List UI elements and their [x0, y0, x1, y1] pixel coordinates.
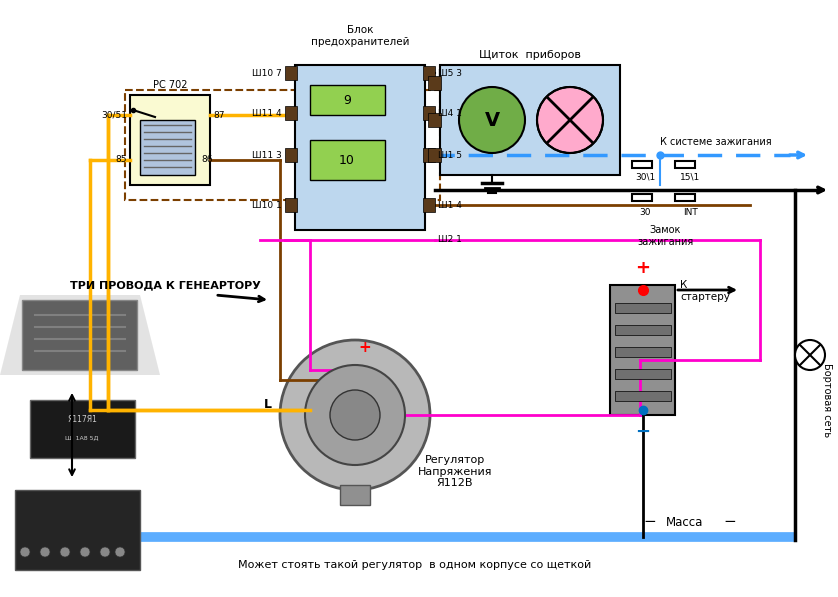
Text: 85: 85 — [116, 155, 127, 165]
Bar — [423, 198, 435, 212]
Circle shape — [537, 87, 603, 153]
Bar — [428, 113, 441, 127]
Text: +: + — [635, 259, 650, 277]
Bar — [295, 65, 425, 230]
Text: 9: 9 — [343, 94, 351, 106]
Text: РС 702: РС 702 — [153, 80, 187, 90]
Bar — [440, 65, 620, 175]
Text: 15\1: 15\1 — [680, 173, 700, 182]
Text: +: + — [359, 340, 371, 355]
Circle shape — [80, 547, 90, 557]
Bar — [285, 148, 297, 162]
Circle shape — [20, 547, 30, 557]
Text: Ш11 3: Ш11 3 — [252, 150, 282, 159]
Bar — [615, 347, 671, 357]
Circle shape — [40, 547, 50, 557]
Circle shape — [100, 547, 110, 557]
Text: −: − — [644, 514, 656, 529]
Text: Ш5 3: Ш5 3 — [438, 69, 462, 78]
Text: Замок
зажигания: Замок зажигания — [637, 225, 693, 247]
Text: Блок
предохранителей: Блок предохранителей — [311, 26, 409, 47]
Text: 30/51: 30/51 — [101, 110, 127, 119]
Bar — [610, 285, 675, 415]
Text: 10: 10 — [339, 153, 355, 167]
Bar — [140, 120, 195, 175]
Text: 30: 30 — [639, 208, 651, 217]
Bar — [310, 140, 385, 180]
Text: Масса: Масса — [666, 516, 704, 529]
Circle shape — [280, 340, 430, 490]
Bar — [423, 106, 435, 120]
Bar — [675, 194, 695, 201]
Text: Я117Я1: Я117Я1 — [67, 414, 97, 423]
Bar — [423, 148, 435, 162]
Circle shape — [459, 87, 525, 153]
Bar — [125, 90, 440, 200]
Text: L: L — [264, 399, 272, 411]
Bar — [30, 400, 135, 458]
Bar — [615, 391, 671, 401]
Circle shape — [305, 365, 405, 465]
Text: Ш4 1: Ш4 1 — [438, 109, 462, 118]
Bar — [632, 161, 652, 168]
Text: 86: 86 — [201, 155, 213, 165]
Bar — [285, 66, 297, 80]
Text: Ш11 4: Ш11 4 — [252, 109, 282, 118]
Bar — [130, 95, 210, 185]
Circle shape — [115, 547, 125, 557]
Bar — [15, 490, 140, 570]
Text: Ш1 5: Ш1 5 — [438, 150, 462, 159]
Text: −: − — [724, 514, 737, 529]
Text: Ш10 1: Ш10 1 — [252, 201, 282, 210]
Text: Ш2 1: Ш2 1 — [438, 235, 462, 245]
Bar — [675, 161, 695, 168]
Bar — [615, 303, 671, 313]
Text: Ш  1А8 5Д: Ш 1А8 5Д — [65, 435, 99, 441]
Text: INT: INT — [683, 208, 697, 217]
Text: Может стоять такой регулятор  в одном корпусе со щеткой: Может стоять такой регулятор в одном кор… — [238, 560, 592, 570]
Text: Бортовая сеть: Бортовая сеть — [822, 363, 832, 437]
Text: Ш10 7: Ш10 7 — [252, 69, 282, 78]
Bar — [615, 369, 671, 379]
Text: К
стартеру: К стартеру — [680, 280, 730, 301]
Bar — [423, 66, 435, 80]
Text: −: − — [635, 423, 650, 441]
Bar — [22, 300, 137, 370]
Bar — [615, 325, 671, 335]
Circle shape — [795, 340, 825, 370]
Bar — [285, 106, 297, 120]
Text: 30\1: 30\1 — [635, 173, 655, 182]
Text: 87: 87 — [213, 110, 225, 119]
Circle shape — [60, 547, 70, 557]
Bar — [632, 194, 652, 201]
Text: ТРИ ПРОВОДА К ГЕНЕАРТОРУ: ТРИ ПРОВОДА К ГЕНЕАРТОРУ — [70, 280, 261, 290]
Text: К системе зажигания: К системе зажигания — [660, 137, 772, 147]
Bar — [310, 85, 385, 115]
Bar — [428, 148, 441, 162]
Circle shape — [330, 390, 380, 440]
Bar — [285, 198, 297, 212]
Text: V: V — [484, 110, 499, 130]
Bar — [340, 485, 370, 505]
Bar — [428, 76, 441, 90]
Text: Щиток  приборов: Щиток приборов — [479, 50, 581, 60]
Text: Регулятор
Напряжения
Я112В: Регулятор Напряжения Я112В — [418, 455, 492, 488]
Polygon shape — [0, 295, 160, 375]
Text: Ш1 4: Ш1 4 — [438, 201, 462, 210]
